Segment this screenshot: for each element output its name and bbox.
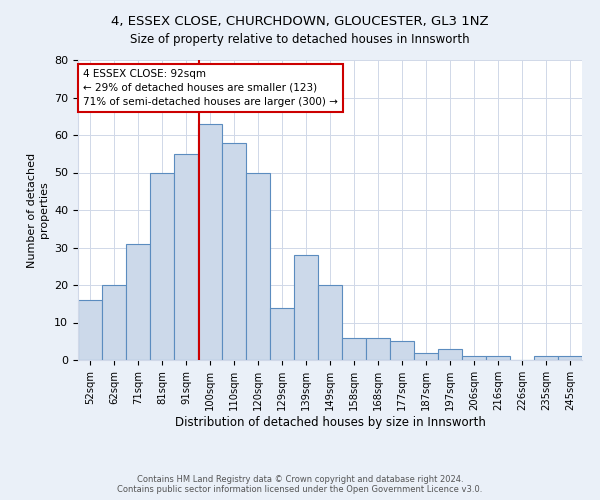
Text: 4 ESSEX CLOSE: 92sqm
← 29% of detached houses are smaller (123)
71% of semi-deta: 4 ESSEX CLOSE: 92sqm ← 29% of detached h… xyxy=(83,69,338,107)
Bar xyxy=(270,308,294,360)
Bar xyxy=(534,356,558,360)
Bar xyxy=(366,338,390,360)
X-axis label: Distribution of detached houses by size in Innsworth: Distribution of detached houses by size … xyxy=(175,416,485,428)
Bar xyxy=(222,142,246,360)
Bar xyxy=(558,356,582,360)
Bar xyxy=(78,300,102,360)
Bar xyxy=(150,172,174,360)
Y-axis label: Number of detached
properties: Number of detached properties xyxy=(27,152,49,268)
Bar xyxy=(102,285,126,360)
Bar xyxy=(462,356,486,360)
Bar xyxy=(438,349,462,360)
Bar xyxy=(246,172,270,360)
Bar xyxy=(126,244,150,360)
Bar xyxy=(390,341,414,360)
Text: Contains HM Land Registry data © Crown copyright and database right 2024.
Contai: Contains HM Land Registry data © Crown c… xyxy=(118,474,482,494)
Bar xyxy=(294,255,318,360)
Bar xyxy=(342,338,366,360)
Bar xyxy=(414,352,438,360)
Bar xyxy=(198,124,222,360)
Bar xyxy=(486,356,510,360)
Text: 4, ESSEX CLOSE, CHURCHDOWN, GLOUCESTER, GL3 1NZ: 4, ESSEX CLOSE, CHURCHDOWN, GLOUCESTER, … xyxy=(111,15,489,28)
Bar xyxy=(174,154,198,360)
Text: Size of property relative to detached houses in Innsworth: Size of property relative to detached ho… xyxy=(130,32,470,46)
Bar xyxy=(318,285,342,360)
